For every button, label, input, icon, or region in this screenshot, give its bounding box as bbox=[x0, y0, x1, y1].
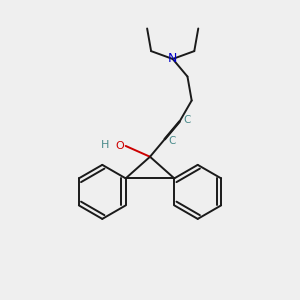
Text: O: O bbox=[116, 141, 124, 151]
Text: C: C bbox=[184, 115, 191, 125]
Text: C: C bbox=[169, 136, 176, 146]
Text: H: H bbox=[100, 140, 109, 150]
Text: N: N bbox=[168, 52, 177, 65]
